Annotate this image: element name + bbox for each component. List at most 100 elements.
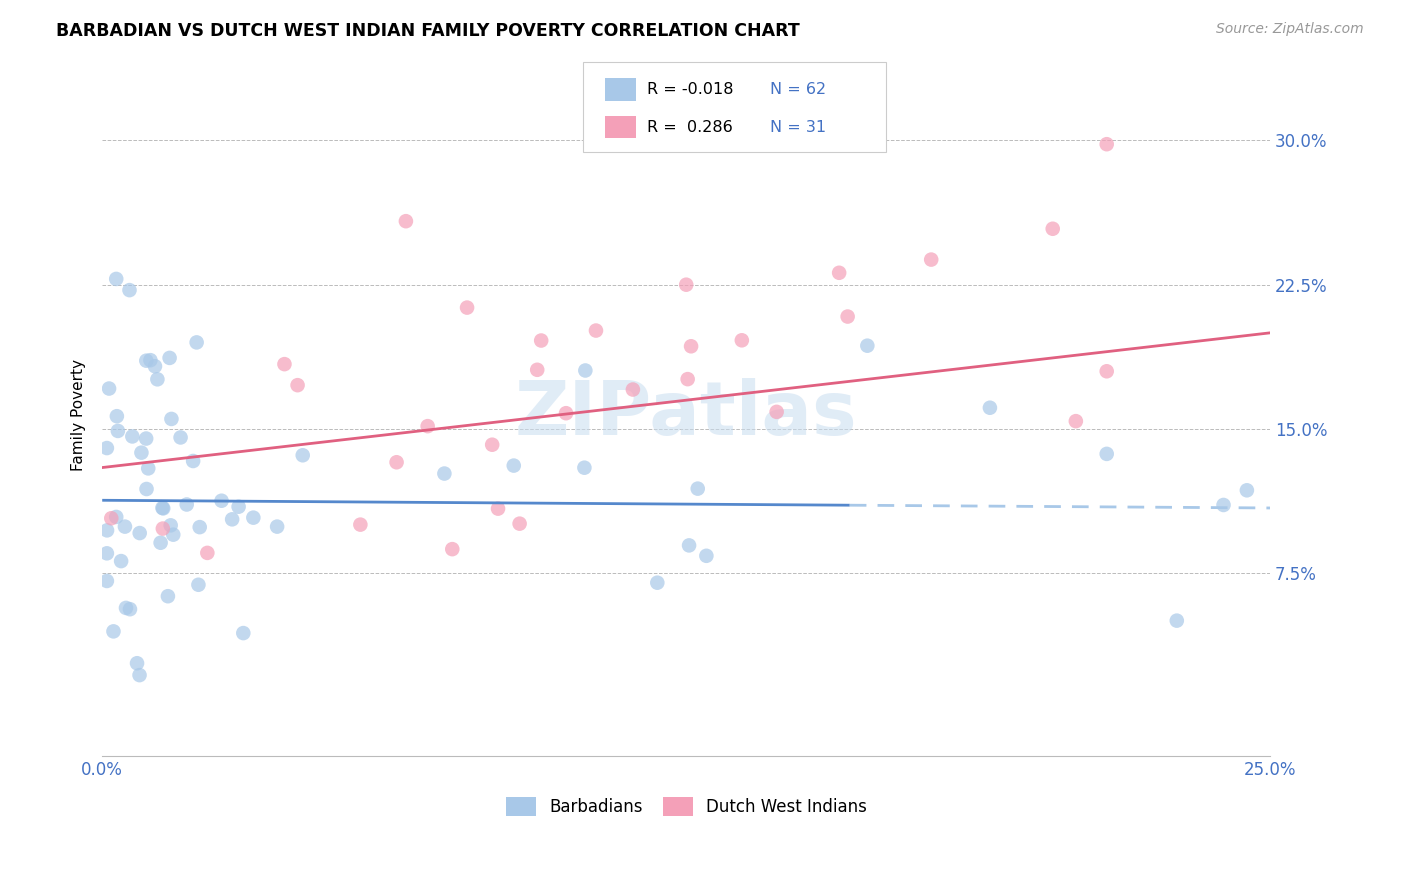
Point bbox=[1166, 614, 1188, 628]
Point bbox=[416, 419, 439, 434]
Point bbox=[481, 438, 503, 452]
Point bbox=[176, 498, 198, 512]
Point bbox=[139, 353, 162, 368]
Point bbox=[96, 574, 118, 588]
Point bbox=[395, 214, 418, 228]
Point bbox=[211, 493, 233, 508]
Point bbox=[159, 518, 181, 533]
Point bbox=[105, 272, 128, 286]
Point bbox=[765, 405, 787, 419]
Point bbox=[509, 516, 531, 531]
Point bbox=[146, 372, 169, 386]
Point bbox=[128, 668, 150, 682]
Point bbox=[159, 351, 181, 365]
Point bbox=[1042, 221, 1064, 235]
Point bbox=[1095, 137, 1118, 152]
Point bbox=[574, 460, 596, 475]
Point bbox=[135, 482, 157, 496]
Point bbox=[675, 277, 697, 292]
Point bbox=[502, 458, 524, 473]
Text: R =  0.286: R = 0.286 bbox=[647, 120, 733, 135]
Point bbox=[621, 383, 644, 397]
Point bbox=[574, 363, 596, 377]
Point bbox=[105, 510, 128, 524]
Point bbox=[162, 527, 184, 541]
Text: ZIPatlas: ZIPatlas bbox=[515, 378, 858, 451]
Point bbox=[291, 448, 314, 462]
Point bbox=[98, 382, 121, 396]
Point bbox=[686, 482, 709, 496]
Point bbox=[486, 501, 509, 516]
Point bbox=[526, 363, 548, 377]
Point bbox=[121, 429, 143, 443]
Point bbox=[96, 546, 118, 560]
Point bbox=[681, 339, 703, 353]
Point bbox=[647, 575, 669, 590]
Point bbox=[131, 445, 153, 459]
Point bbox=[186, 335, 208, 350]
Point bbox=[188, 520, 211, 534]
Point bbox=[456, 301, 478, 315]
Point bbox=[115, 601, 138, 615]
Point bbox=[152, 500, 174, 515]
Point bbox=[242, 510, 264, 524]
Text: N = 31: N = 31 bbox=[770, 120, 827, 135]
Point bbox=[156, 589, 179, 603]
Point bbox=[920, 252, 942, 267]
Point bbox=[135, 432, 157, 446]
Point bbox=[187, 578, 209, 592]
Point bbox=[266, 519, 288, 533]
Text: N = 62: N = 62 bbox=[770, 82, 827, 97]
Point bbox=[1095, 447, 1118, 461]
Legend: Barbadians, Dutch West Indians: Barbadians, Dutch West Indians bbox=[499, 790, 873, 823]
Point bbox=[143, 359, 166, 374]
Point bbox=[1064, 414, 1087, 428]
Point bbox=[128, 526, 150, 541]
Point bbox=[228, 500, 250, 514]
Point bbox=[103, 624, 125, 639]
Point bbox=[125, 657, 148, 671]
Point bbox=[731, 333, 754, 347]
Point bbox=[676, 372, 699, 386]
Point bbox=[160, 412, 183, 426]
Point bbox=[118, 283, 141, 297]
Point bbox=[152, 501, 174, 516]
Point bbox=[195, 546, 218, 560]
Y-axis label: Family Poverty: Family Poverty bbox=[72, 359, 86, 471]
Point bbox=[433, 467, 456, 481]
Point bbox=[837, 310, 859, 324]
Point bbox=[287, 378, 309, 392]
Text: Source: ZipAtlas.com: Source: ZipAtlas.com bbox=[1216, 22, 1364, 37]
Point bbox=[695, 549, 717, 563]
Point bbox=[1212, 498, 1234, 512]
Point bbox=[169, 430, 191, 444]
Point bbox=[221, 512, 243, 526]
Point bbox=[856, 339, 879, 353]
Point bbox=[118, 602, 141, 616]
Point bbox=[232, 626, 254, 640]
Point bbox=[530, 334, 553, 348]
Point bbox=[349, 517, 371, 532]
Point bbox=[1095, 364, 1118, 378]
Point bbox=[136, 461, 159, 475]
Point bbox=[105, 409, 128, 424]
Point bbox=[107, 424, 129, 438]
Point bbox=[135, 353, 157, 368]
Text: BARBADIAN VS DUTCH WEST INDIAN FAMILY POVERTY CORRELATION CHART: BARBADIAN VS DUTCH WEST INDIAN FAMILY PO… bbox=[56, 22, 800, 40]
Point bbox=[96, 524, 118, 538]
Point bbox=[385, 455, 408, 469]
Point bbox=[555, 406, 578, 420]
Text: R = -0.018: R = -0.018 bbox=[647, 82, 734, 97]
Point bbox=[149, 535, 172, 549]
Point bbox=[1236, 483, 1258, 498]
Point bbox=[678, 538, 700, 552]
Point bbox=[100, 511, 122, 525]
Point bbox=[152, 522, 174, 536]
Point bbox=[181, 454, 204, 468]
Point bbox=[585, 324, 607, 338]
Point bbox=[979, 401, 1001, 415]
Point bbox=[114, 519, 136, 533]
Point bbox=[96, 441, 118, 455]
Point bbox=[273, 357, 295, 371]
Point bbox=[441, 542, 464, 557]
